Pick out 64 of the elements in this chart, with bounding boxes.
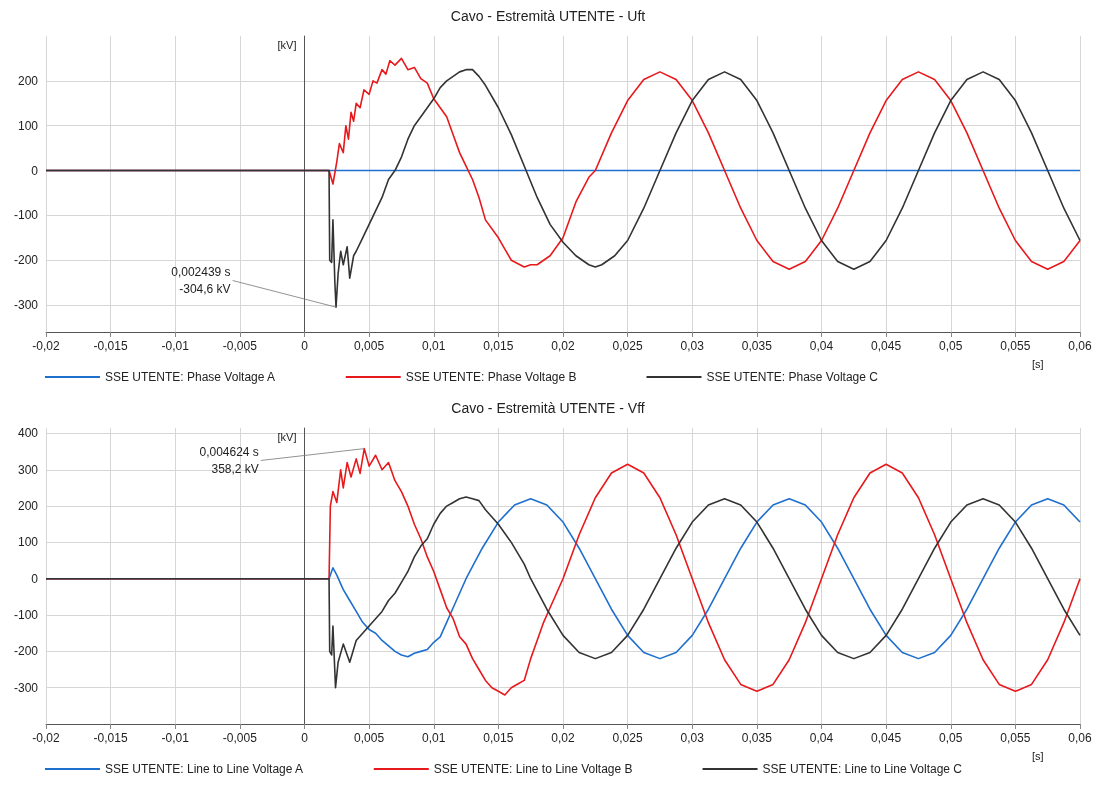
legend-label: SSE UTENTE: Line to Line Voltage B [433, 762, 633, 776]
legend-label: SSE UTENTE: Phase Voltage A [105, 370, 276, 384]
y-tick-label: 0 [31, 571, 39, 586]
y-tick-label: -100 [13, 208, 39, 223]
x-tick-label: -0,01 [161, 339, 190, 353]
y-tick-label: -200 [13, 253, 39, 268]
chart-title: Cavo - Estremità UTENTE - Vff [451, 400, 645, 416]
chart-title: Cavo - Estremità UTENTE - Uft [450, 8, 646, 24]
y-tick-label: -300 [13, 680, 39, 695]
line-series [45, 496, 1081, 689]
x-tick-label: 0,05 [939, 731, 963, 745]
y-axis-title: [kV] [277, 38, 297, 51]
x-tick-label: 0 [301, 339, 309, 353]
x-tick-label: 0,015 [483, 339, 514, 353]
x-tick-label: 0,005 [354, 339, 385, 353]
x-tick-label: 0,03 [680, 731, 705, 745]
y-tick-label: 100 [17, 118, 39, 133]
x-tick-label: -0,015 [93, 731, 128, 745]
x-tick-label: -0,02 [32, 731, 60, 745]
x-tick-label: 0,04 [809, 731, 834, 745]
x-axis-title: [s] [1032, 749, 1044, 762]
x-tick-label: 0,055 [1000, 339, 1031, 353]
x-tick-label: 0,035 [741, 339, 773, 353]
x-tick-label: 0,035 [741, 731, 773, 745]
x-tick-label: 0,045 [871, 339, 902, 353]
x-tick-label: 0,01 [422, 339, 446, 353]
y-tick-label: 200 [17, 499, 39, 514]
y-tick-label: 300 [17, 462, 39, 477]
legend-label: SSE UTENTE: Line to Line Voltage C [762, 762, 963, 776]
x-tick-label: 0,03 [680, 339, 705, 353]
line-series [45, 68, 1081, 308]
x-tick-label: -0,015 [93, 339, 128, 353]
x-tick-label: 0,025 [612, 339, 643, 353]
y-tick-label: 100 [17, 535, 39, 550]
x-tick-label: 0,04 [809, 339, 834, 353]
legend-label: SSE UTENTE: Phase Voltage C [706, 370, 879, 384]
x-tick-label: 0,05 [939, 339, 963, 353]
annotation: 0,002439 s -304,6 kV [171, 265, 231, 297]
x-tick-label: -0,02 [32, 339, 60, 353]
x-tick-label: -0,005 [222, 339, 258, 353]
legend-label: SSE UTENTE: Phase Voltage B [405, 370, 577, 384]
y-tick-label: 400 [17, 426, 39, 441]
y-tick-label: -200 [13, 644, 39, 659]
x-tick-label: 0,025 [612, 731, 643, 745]
y-tick-label: 0 [31, 163, 39, 178]
x-tick-label: 0,02 [551, 339, 575, 353]
y-tick-label: -100 [13, 608, 39, 623]
annotation: 0,004624 s 358,2 kV [199, 444, 259, 476]
x-tick-label: 0 [301, 731, 309, 745]
x-tick-label: -0,005 [222, 731, 258, 745]
x-tick-label: 0,015 [483, 731, 514, 745]
x-tick-label: 0,06 [1068, 339, 1092, 353]
x-tick-label: 0,055 [1000, 731, 1031, 745]
legend-label: SSE UTENTE: Line to Line Voltage A [105, 762, 304, 776]
x-axis-title: [s] [1032, 357, 1044, 370]
x-tick-label: -0,01 [161, 731, 190, 745]
x-tick-label: 0,06 [1068, 731, 1092, 745]
x-tick-label: 0,02 [551, 731, 575, 745]
x-tick-label: 0,005 [354, 731, 385, 745]
x-tick-label: 0,01 [422, 731, 446, 745]
y-tick-label: 200 [17, 73, 39, 88]
y-axis-title: [kV] [277, 430, 297, 443]
x-tick-label: 0,045 [871, 731, 902, 745]
y-tick-label: -300 [13, 298, 39, 313]
